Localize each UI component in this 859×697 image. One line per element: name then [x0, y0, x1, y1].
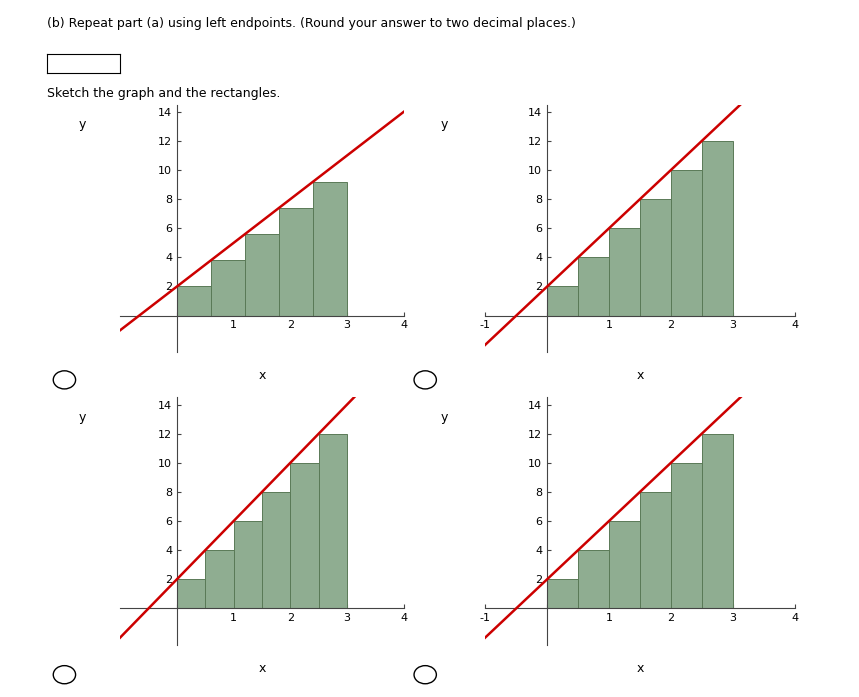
Bar: [177, 579, 205, 608]
Bar: [290, 463, 319, 608]
Text: y: y: [79, 411, 86, 424]
Text: Sketch the graph and the rectangles.: Sketch the graph and the rectangles.: [47, 87, 281, 100]
Bar: [609, 229, 640, 316]
Bar: [205, 550, 234, 608]
Bar: [279, 208, 313, 316]
Bar: [245, 234, 279, 316]
Bar: [211, 260, 245, 316]
Bar: [547, 286, 578, 316]
Bar: [702, 141, 733, 316]
Bar: [234, 521, 262, 608]
Bar: [702, 434, 733, 608]
Bar: [313, 182, 347, 316]
X-axis label: x: x: [637, 662, 643, 675]
Bar: [319, 434, 347, 608]
Bar: [640, 199, 671, 316]
Bar: [262, 492, 290, 608]
X-axis label: x: x: [259, 369, 265, 383]
Text: y: y: [79, 118, 86, 131]
Bar: [578, 257, 609, 316]
X-axis label: x: x: [259, 662, 265, 675]
Bar: [640, 492, 671, 608]
Bar: [609, 521, 640, 608]
Bar: [547, 579, 578, 608]
Text: y: y: [441, 118, 448, 131]
Bar: [177, 286, 211, 316]
Text: (b) Repeat part (a) using left endpoints. (Round your answer to two decimal plac: (b) Repeat part (a) using left endpoints…: [47, 17, 576, 31]
Bar: [578, 550, 609, 608]
X-axis label: x: x: [637, 369, 643, 383]
Bar: [671, 463, 702, 608]
Bar: [671, 170, 702, 316]
Text: y: y: [441, 411, 448, 424]
